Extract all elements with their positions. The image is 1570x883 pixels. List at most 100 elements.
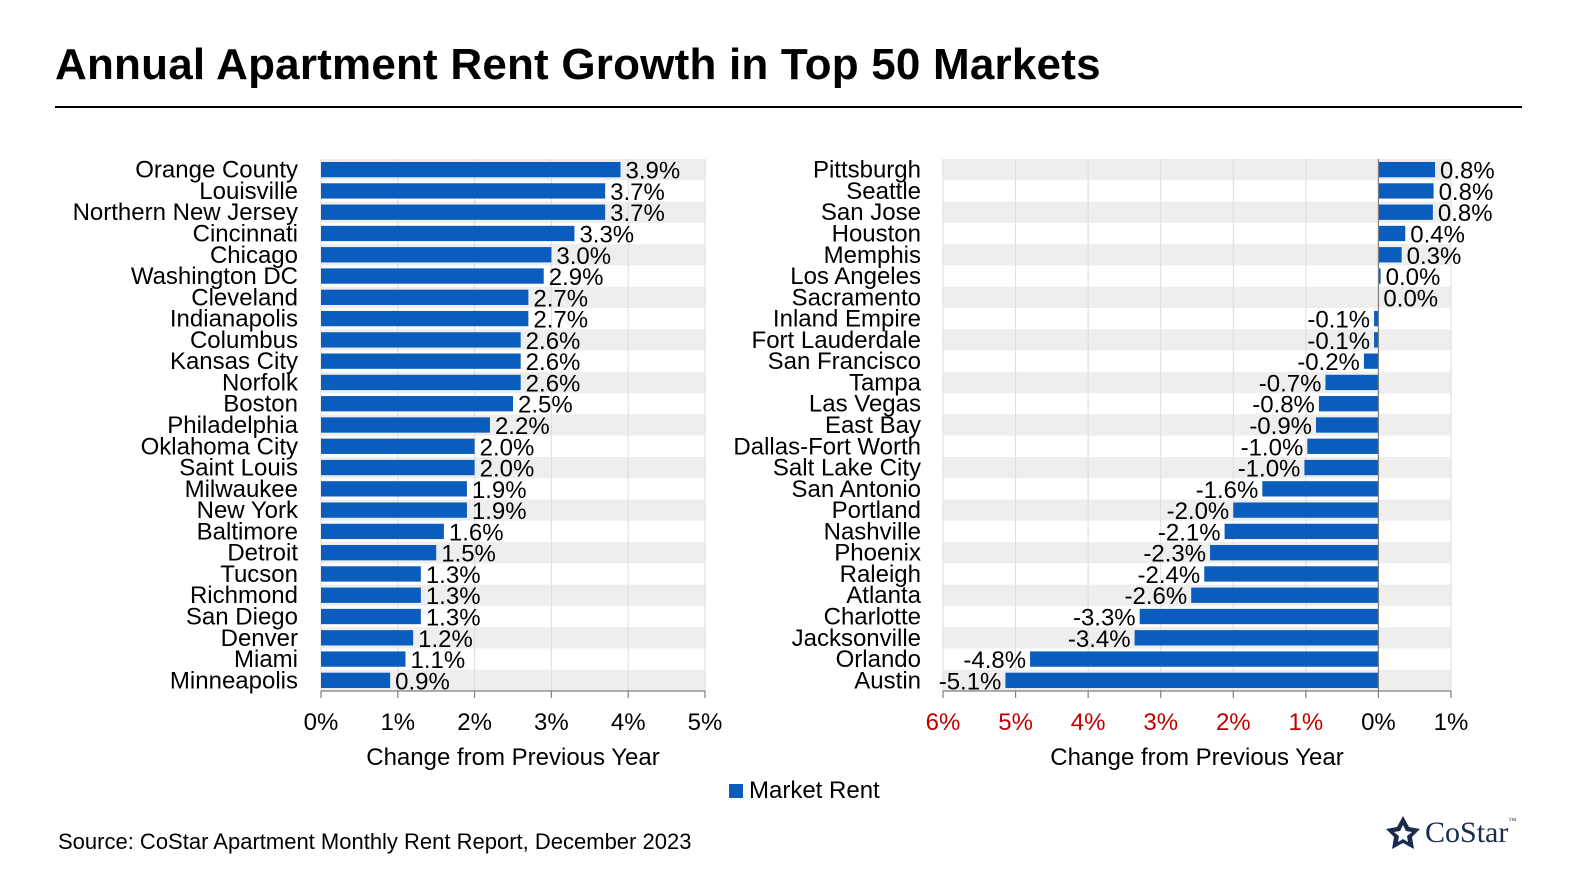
bar <box>1204 566 1379 582</box>
category-label: San Jose <box>821 199 921 226</box>
bar <box>321 183 606 199</box>
logo-wordmark: CoStar™ <box>1425 816 1516 850</box>
bar <box>321 523 444 540</box>
category-label: East Bay <box>825 412 921 439</box>
bar <box>321 268 544 284</box>
bar <box>321 310 529 327</box>
x-tick-label: 1% <box>1434 709 1469 736</box>
data-label: -1.6% <box>1196 477 1259 504</box>
category-label: Tampa <box>849 369 922 396</box>
bar <box>1378 247 1402 263</box>
bar <box>321 353 521 369</box>
category-label: Inland Empire <box>773 306 921 333</box>
bar <box>321 204 606 220</box>
data-label: -0.7% <box>1259 370 1322 397</box>
category-label: Los Angeles <box>790 263 921 290</box>
bar <box>321 225 575 242</box>
x-tick-label: 4% <box>1071 709 1106 736</box>
category-label: Houston <box>832 220 921 247</box>
logo-trademark: ™ <box>1508 816 1517 825</box>
data-label: 2.7% <box>533 285 588 312</box>
data-label: 2.2% <box>495 413 550 440</box>
bar <box>1307 438 1379 454</box>
x-tick-label: 3% <box>534 709 569 736</box>
x-tick-label: 0% <box>1361 709 1396 736</box>
x-tick-label: 1% <box>1289 709 1324 736</box>
category-label: Orlando <box>836 646 921 673</box>
data-label: 0.0% <box>1383 285 1438 312</box>
data-label: 0.4% <box>1410 221 1465 248</box>
costar-logo: CoStar™ <box>1385 815 1516 851</box>
data-label: 0.3% <box>1407 243 1462 270</box>
category-label: Charlotte <box>824 604 921 631</box>
data-label: 2.6% <box>526 370 581 397</box>
data-label: 1.2% <box>418 626 473 653</box>
data-label: -2.4% <box>1138 562 1201 589</box>
bar <box>321 545 437 561</box>
x-tick-label: 5% <box>998 709 1033 736</box>
bar <box>1378 161 1436 178</box>
bar <box>1318 396 1379 412</box>
data-label: 3.9% <box>626 158 681 185</box>
data-label: 0.0% <box>1386 264 1441 291</box>
x-tick-label: 0% <box>304 709 339 736</box>
bar <box>321 502 467 518</box>
x-axis-title: Change from Previous Year <box>366 744 660 771</box>
data-label: 1.3% <box>426 583 481 610</box>
data-label: -1.0% <box>1238 456 1301 483</box>
data-label: -3.4% <box>1068 626 1131 653</box>
data-label: 2.0% <box>480 456 535 483</box>
category-label: Orange County <box>135 157 298 184</box>
data-label: -4.8% <box>963 647 1026 674</box>
data-label: 1.6% <box>449 519 504 546</box>
category-label: Minneapolis <box>170 667 298 694</box>
bar <box>321 459 475 476</box>
category-label: Oklahoma City <box>141 433 298 460</box>
category-label: Austin <box>854 667 921 694</box>
category-label: Miami <box>234 646 298 673</box>
bar <box>321 332 521 348</box>
row-band <box>943 201 1451 223</box>
bar <box>1304 459 1379 476</box>
category-label: Milwaukee <box>185 476 298 503</box>
bar <box>1325 374 1379 391</box>
data-label: 0.8% <box>1439 179 1494 206</box>
data-label: 3.3% <box>579 221 634 248</box>
data-label: 3.7% <box>610 179 665 206</box>
category-label: Boston <box>223 391 298 418</box>
category-label: Dallas-Fort Worth <box>733 433 921 460</box>
row-band <box>943 371 1451 394</box>
bar <box>1139 608 1379 625</box>
x-tick-label: 1% <box>380 709 415 736</box>
bar <box>1316 417 1379 433</box>
bar <box>1233 502 1379 518</box>
data-label: -3.3% <box>1073 605 1136 632</box>
bar <box>1378 183 1434 199</box>
row-band <box>943 329 1451 351</box>
title-divider <box>55 106 1522 108</box>
bar <box>321 247 552 263</box>
bar <box>321 481 467 497</box>
category-label: Las Vegas <box>809 391 921 418</box>
data-label: 0.8% <box>1438 200 1493 227</box>
category-label: Columbus <box>190 327 298 354</box>
bar <box>1378 225 1406 242</box>
bar <box>321 651 406 667</box>
category-label: Chicago <box>210 242 298 269</box>
data-label: -2.1% <box>1158 519 1221 546</box>
category-label: Indianapolis <box>170 306 298 333</box>
costar-star-icon <box>1386 816 1420 849</box>
data-label: -0.8% <box>1252 392 1315 419</box>
row-band <box>943 244 1451 266</box>
data-label: -0.1% <box>1307 307 1370 334</box>
category-label: Cincinnati <box>193 220 298 247</box>
data-label: 2.7% <box>533 307 588 334</box>
data-label: 3.0% <box>556 243 611 270</box>
bar <box>1363 353 1379 369</box>
bar <box>1210 545 1379 561</box>
x-tick-label: 4% <box>611 709 646 736</box>
bar <box>1374 332 1379 348</box>
data-label: 0.8% <box>1440 158 1495 185</box>
category-label: San Francisco <box>768 348 921 375</box>
data-label: -2.3% <box>1143 541 1206 568</box>
